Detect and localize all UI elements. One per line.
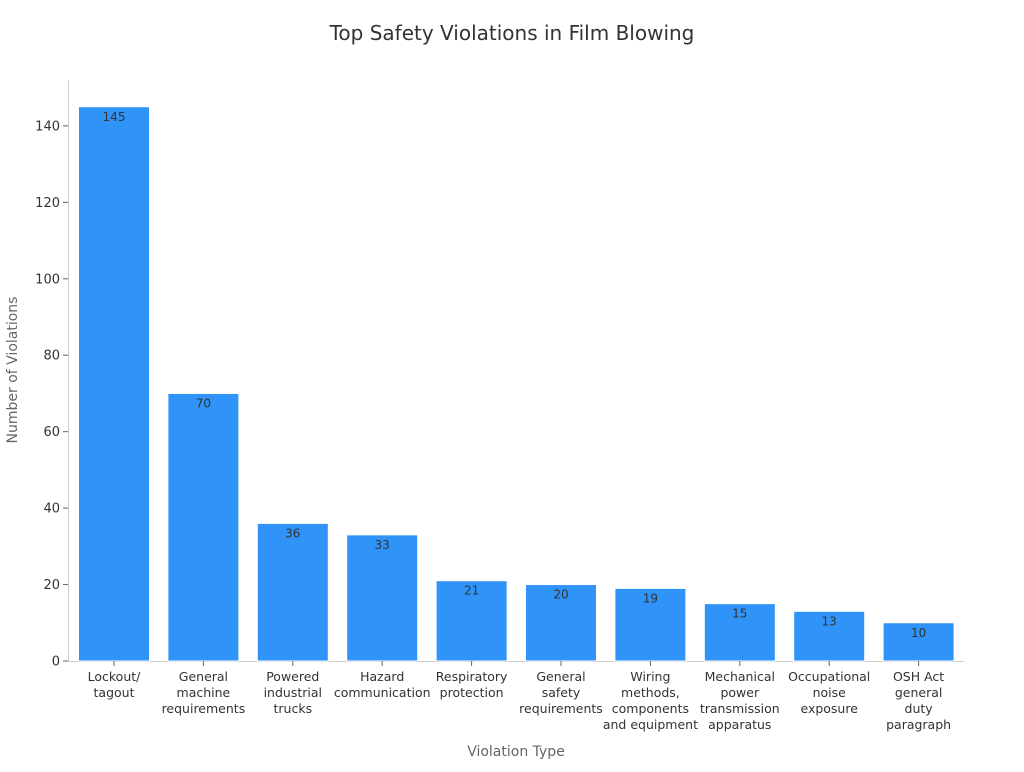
x-tick-label-line: Respiratory [436,669,508,684]
x-tick-label: General safety requirements [519,669,603,716]
x-tick-label: Mechanical power transmission apparatus [700,669,780,732]
x-tick-label-line: paragraph [886,717,951,732]
x-tick-label-line: transmission [700,701,780,716]
bar-value-label: 145 [103,110,126,124]
x-tick-label: Lockout/tagout [88,669,142,700]
bar [435,580,508,662]
bar-value-label: 19 [643,591,658,605]
y-tick-label: 20 [43,578,60,593]
x-tick-label-line: apparatus [708,717,771,732]
bar [793,610,866,662]
bar [346,534,419,662]
y-axis-ticks: 0 20 40 60 80 100 120 140 [35,119,68,670]
data-labels-group: 145 70 36 33 21 20 19 15 13 10 [103,110,927,640]
x-tick-label: Wiring methods, components and equipment [603,669,698,732]
chart-title: Top Safety Violations in Film Blowing [329,21,695,45]
y-axis-label: Number of Violations [5,297,21,444]
bar-value-label: 21 [464,584,479,598]
x-tick-label: Occupational noise exposure [788,669,870,716]
bar-value-label: 13 [822,614,837,628]
bar [525,584,597,662]
y-tick-label: 0 [52,655,60,670]
x-tick-label-line: Lockout/ [88,669,142,684]
x-tick-label-line: power [720,685,759,700]
x-tick-label-line: exposure [800,701,858,716]
x-tick-label-line: trucks [274,701,313,716]
x-tick-label-line: OSH Act [893,669,944,684]
x-tick-label-line: safety [542,685,581,700]
y-tick-label: 120 [35,196,60,211]
x-tick-label-line: duty [905,701,934,716]
bar [78,106,150,662]
bar [703,603,776,662]
x-tick-label: Respiratory protection [436,669,508,700]
y-tick-label: 140 [35,119,60,134]
y-tick-label: 40 [43,502,60,517]
x-axis-label: Violation Type [467,744,565,760]
x-tick-label-line: Mechanical [705,669,775,684]
x-tick-label-line: requirements [519,701,603,716]
x-tick-label-line: communication [334,685,431,700]
bar-value-label: 36 [285,526,300,540]
x-tick-label-line: General [536,669,585,684]
x-tick-label-line: protection [440,685,504,700]
x-tick-label-line: Hazard [360,669,404,684]
x-tick-label-line: requirements [162,701,246,716]
x-tick-label-line: noise [813,685,847,700]
x-tick-label-line: methods, [621,685,680,700]
bar-value-label: 33 [375,538,390,552]
x-tick-label: Powered industrial trucks [264,669,322,716]
y-tick-label: 100 [35,272,60,287]
x-tick-label-line: Powered [266,669,319,684]
bars-group [78,106,955,662]
x-tick-label-line: machine [177,685,231,700]
x-tick-label-line: industrial [264,685,322,700]
y-tick-label: 60 [43,425,60,440]
y-tick-label: 80 [43,349,60,364]
x-tick-label: OSH Act general duty paragraph [886,669,951,732]
bar [882,622,955,662]
x-tick-label: Hazard communication [334,669,431,700]
x-tick-label-line: tagout [94,685,135,700]
bar-value-label: 10 [911,626,926,640]
bar-value-label: 70 [196,396,211,410]
x-tick-label-line: Occupational [788,669,870,684]
x-tick-label-line: general [895,685,943,700]
bar-value-label: 15 [732,607,747,621]
x-tick-label-line: General [179,669,228,684]
x-tick-label-line: components [612,701,689,716]
bar [256,522,329,662]
x-tick-label-line: and equipment [603,717,698,732]
x-tick-label-line: Wiring [630,669,670,684]
bar [167,392,240,662]
x-tick-label: General machine requirements [162,669,246,716]
bar-value-label: 20 [553,588,568,602]
